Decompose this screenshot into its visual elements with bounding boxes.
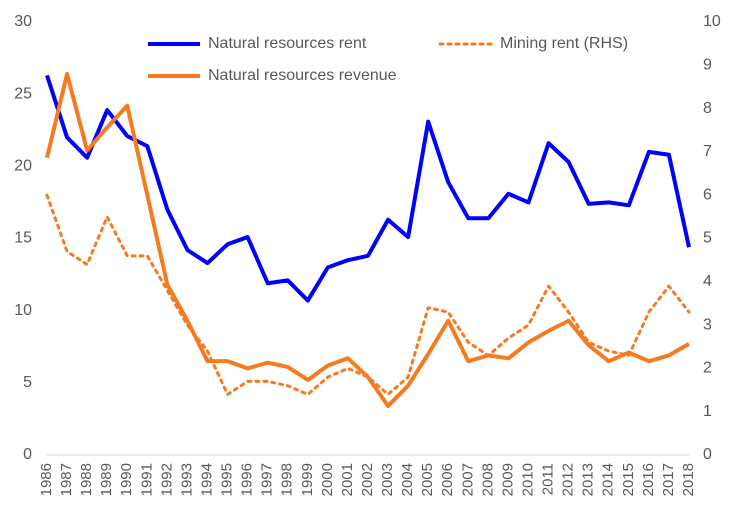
y2-tick-label: 1 [703,403,712,420]
y2-tick-label: 2 [703,360,712,377]
x-tick-label: 2014 [600,463,617,496]
series-line [45,193,691,396]
x-tick-label: 2004 [399,463,416,496]
legend-label: Natural resources rent [208,35,367,52]
x-tick-label: 1986 [38,463,55,496]
x-tick-label: 2013 [580,463,597,496]
x-tick-label: 1992 [158,463,175,496]
x-tick-label: 2000 [319,463,336,496]
y2-tick-label: 5 [703,230,712,247]
x-tick-label: 1991 [138,463,155,496]
y2-tick-label: 8 [703,100,712,117]
series-line [45,74,691,303]
x-tick-label: 2018 [680,463,697,496]
x-tick-label: 1987 [58,463,75,496]
x-tick-label: 1993 [178,463,195,496]
x-tick-label: 1990 [118,463,135,496]
x-tick-label: 1995 [219,463,236,496]
y2-tick-label: 7 [703,143,712,160]
x-tick-label: 2009 [499,463,516,496]
x-tick-label: 2017 [660,463,677,496]
x-tick-label: 2002 [359,463,376,496]
x-tick-label: 1996 [239,463,256,496]
series-line [45,71,690,408]
y2-tick-label: 0 [703,446,712,463]
x-tick-label: 1994 [198,463,215,496]
y2-tick-label: 9 [703,57,712,74]
x-tick-label: 2011 [540,463,557,495]
x-tick-label: 2015 [620,463,637,496]
x-tick-label: 2005 [419,463,436,496]
y-tick-label: 5 [23,374,32,391]
x-tick-label: 2007 [459,463,476,496]
legend-label: Mining rent (RHS) [500,35,628,52]
x-tick-label: 1997 [259,463,276,496]
legend-label: Natural resources revenue [208,67,397,84]
y-tick-label: 10 [14,302,32,319]
y-tick-label: 15 [14,230,32,247]
y-tick-label: 0 [23,446,32,463]
y2-tick-label: 10 [703,13,721,30]
y2-tick-label: 3 [703,316,712,333]
y-tick-label: 25 [14,85,32,102]
x-tick-label: 1989 [98,463,115,496]
x-tick-label: 2003 [379,463,396,496]
x-tick-label: 1988 [78,463,95,496]
x-tick-label: 2010 [519,463,536,496]
x-tick-label: 2016 [640,463,657,496]
x-tick-label: 1998 [279,463,296,496]
x-tick-label: 2012 [560,463,577,496]
x-tick-label: 2001 [339,463,356,496]
y2-tick-label: 6 [703,186,712,203]
x-tick-label: 1999 [299,463,316,496]
y2-tick-label: 4 [703,273,712,290]
y-tick-label: 30 [14,13,32,30]
x-tick-label: 2006 [439,463,456,496]
x-tick-label: 2008 [479,463,496,496]
y-tick-label: 20 [14,158,32,175]
